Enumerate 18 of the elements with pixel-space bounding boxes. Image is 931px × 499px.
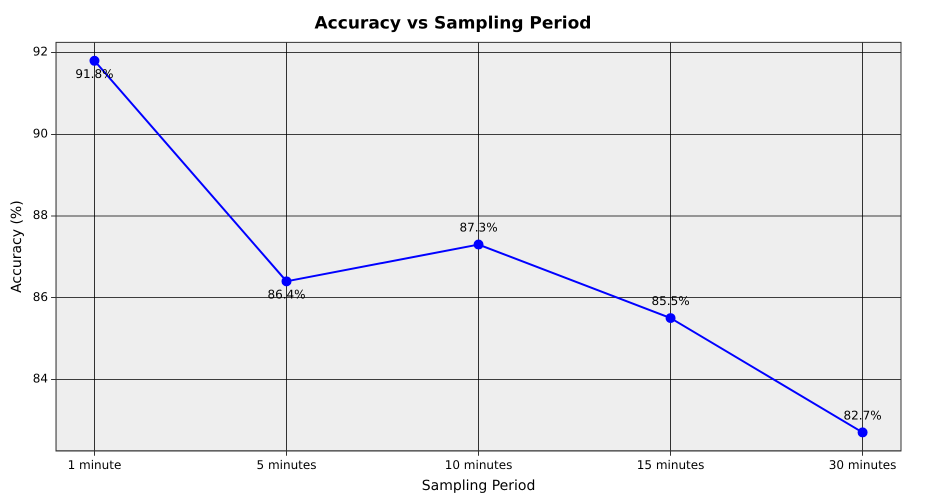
y-tick-label: 88 [32,208,48,222]
y-axis-title: Accuracy (%) [9,200,26,293]
point [89,56,100,66]
y-tick-label: 92 [32,44,48,59]
x-tick-label: 5 minutes [256,458,317,472]
point [474,240,484,250]
x-axis-title: Sampling Period [422,478,536,494]
x-tick-label: 15 minutes [636,458,704,472]
point [282,276,292,286]
x-tick-label: 1 minute [68,458,122,472]
y-tick-label: 86 [32,290,48,304]
point [666,313,676,324]
point [858,427,868,438]
x-tick-label: 10 minutes [444,458,512,472]
y-tick-label: 84 [32,371,48,386]
y-tick-label: 90 [32,126,48,140]
x-tick-label: 30 minutes [828,458,896,472]
chart-title: Accuracy vs Sampling Period [314,14,592,34]
